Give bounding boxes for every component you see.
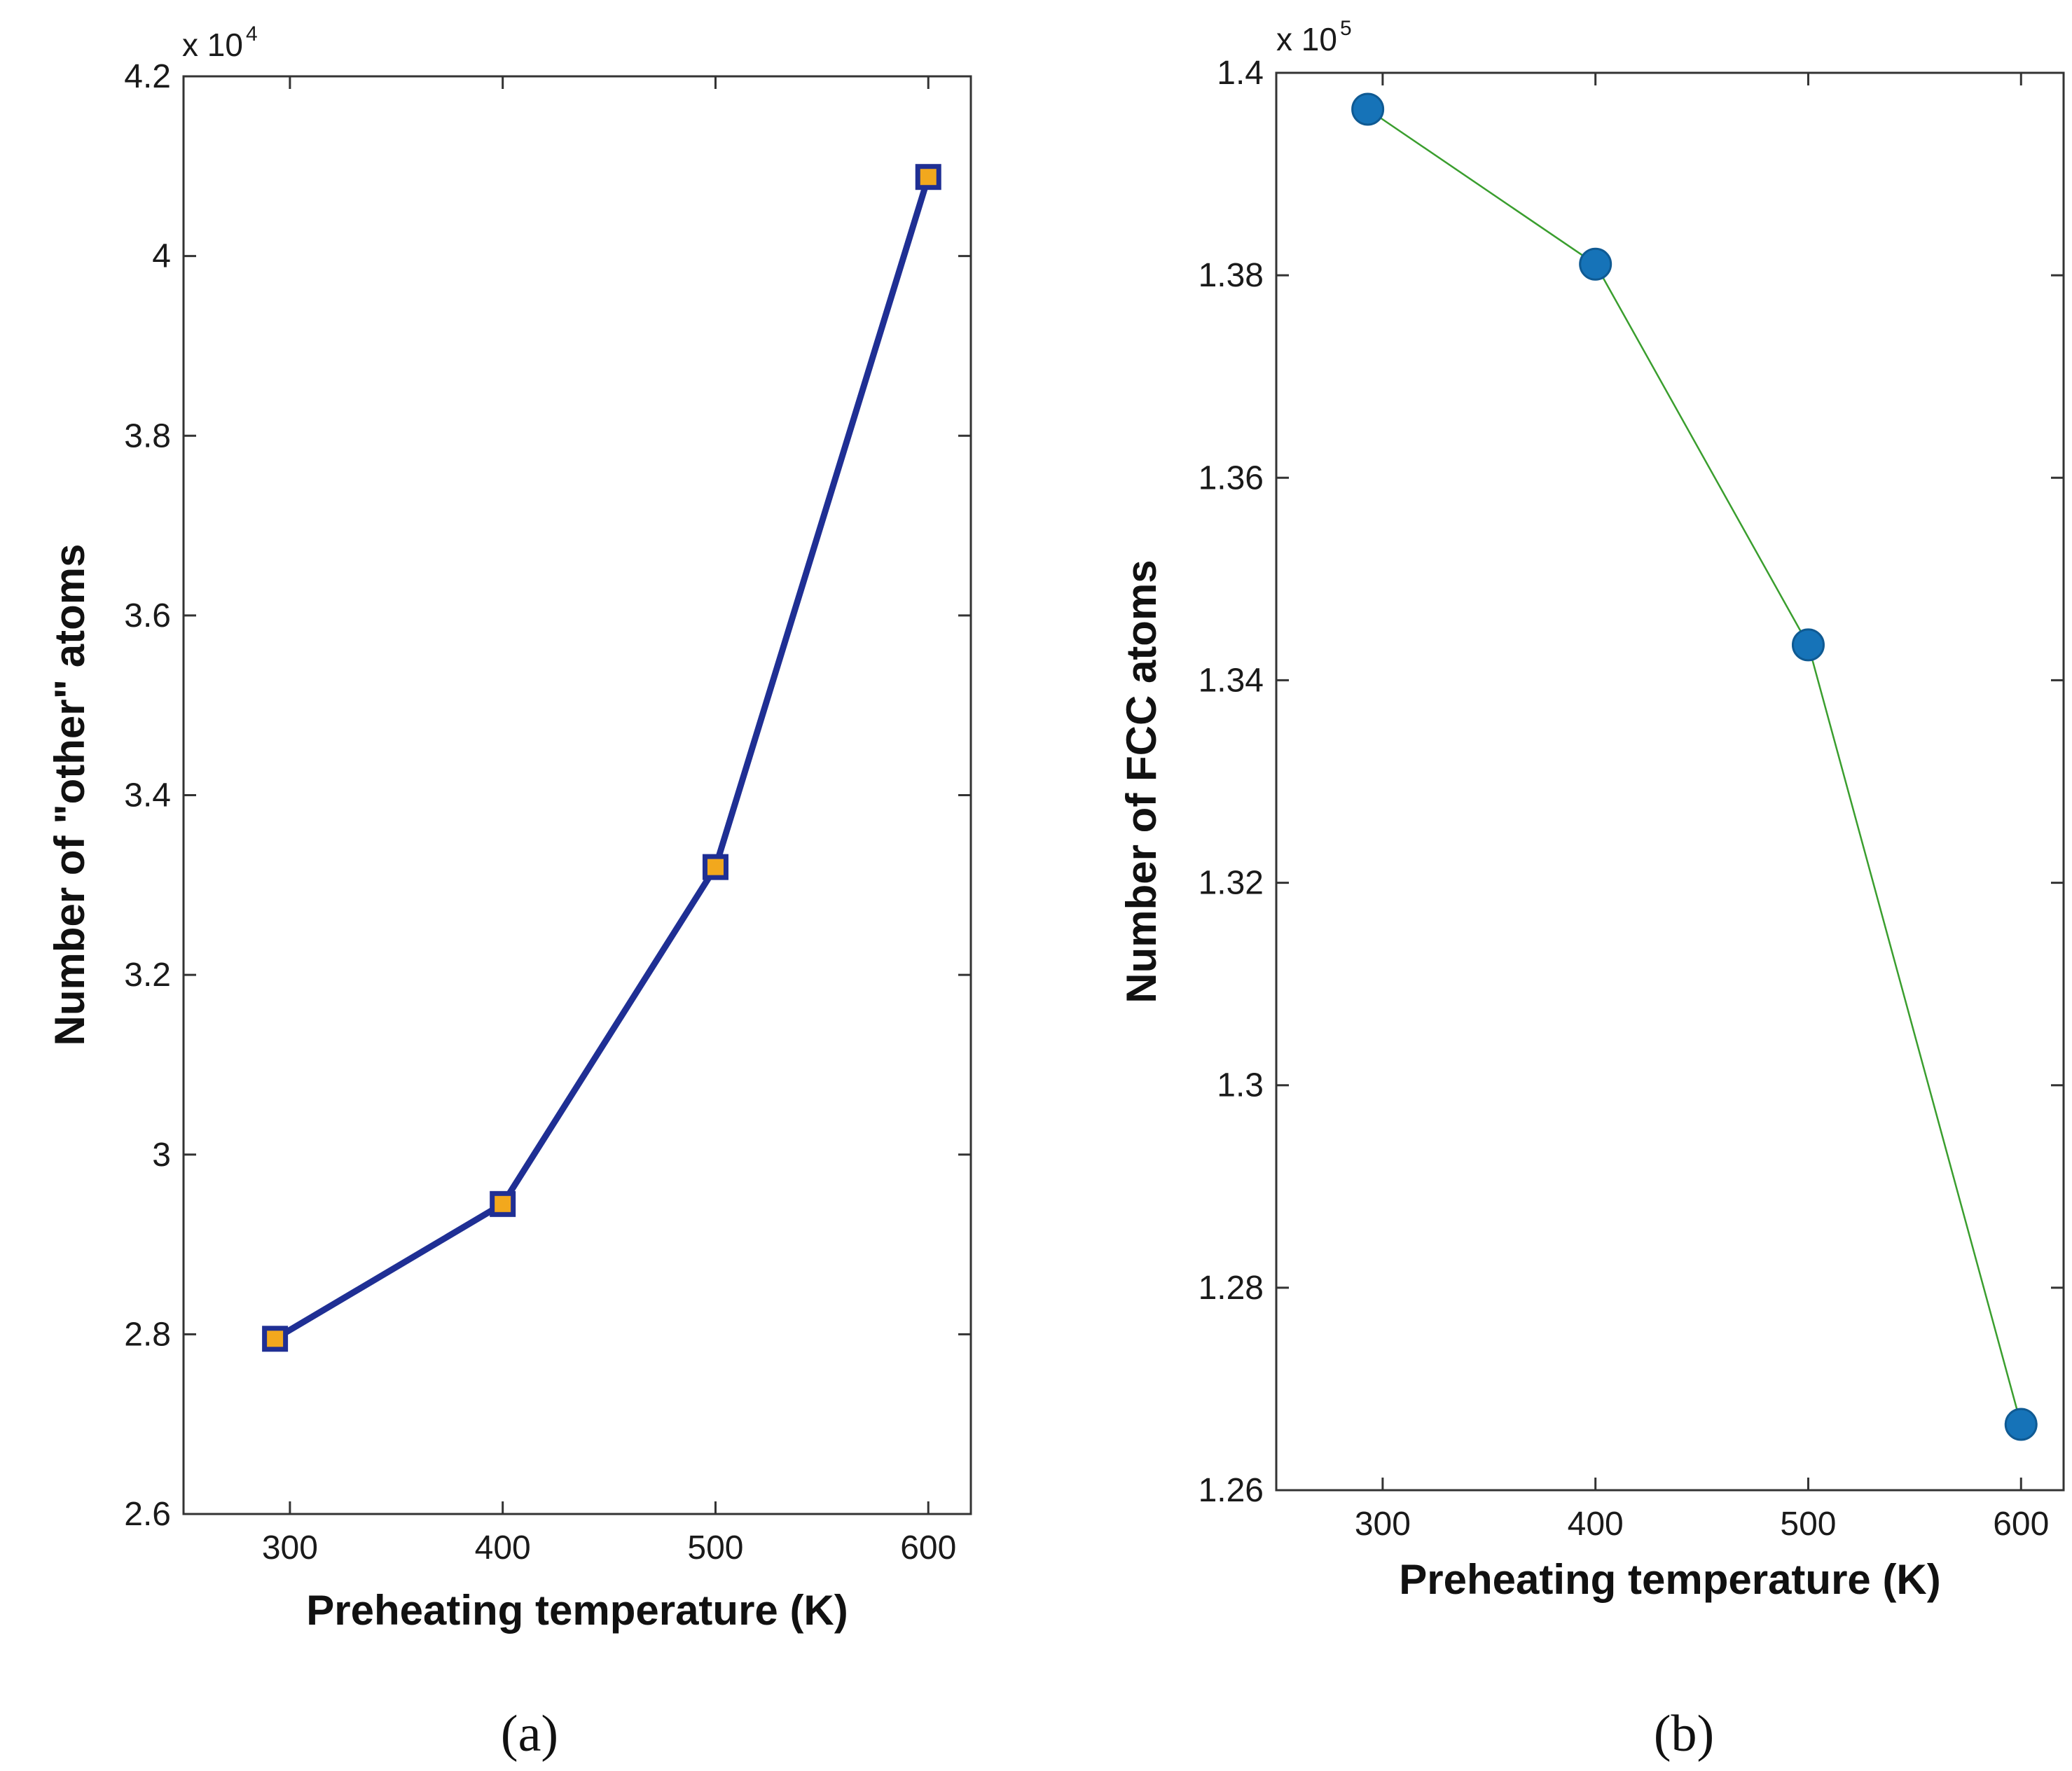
y-multiplier-exponent-b: 5 [1340,17,1352,40]
chart-panel-a: 2.6 2.8 3 3.2 3.4 3.6 3.8 4 4.2 300 400 500 600 x 1… [46,22,972,1763]
panel-label-b: (b) [1654,1705,1714,1763]
y-tick-label-b: 1.3 [1217,1067,1264,1104]
x-tick-label-b: 600 [1993,1506,2049,1543]
data-point-a [490,1190,516,1217]
x-tick-label-a: 500 [687,1529,743,1567]
series-b [1351,92,2038,1441]
panel-label-a: (a) [501,1705,558,1763]
y-tick-label-b: 1.38 [1199,257,1264,294]
data-point-a [262,1326,289,1352]
y-multiplier-exponent-a: 4 [246,22,258,46]
y-tick-label-a: 2.8 [124,1316,171,1353]
data-point-b [2004,1408,2038,1441]
x-tick-label-a: 600 [900,1529,956,1567]
y-axis-label-a: Number of "other" atoms [46,544,93,1046]
series-a [262,164,941,1352]
y-multiplier-a: x 10 4 [182,22,258,63]
data-point-b [1579,247,1612,281]
series-line-b [1367,108,2022,1425]
y-multiplier-base-a: x 10 [182,27,243,63]
plot-area-b [1275,71,2065,1492]
chart-panel-b: 1.26 1.28 1.3 1.32 1.34 1.36 1.38 1.4 300 400 500… [1118,17,2065,1763]
data-point-b [1351,92,1385,126]
y-tick-label-a: 3.8 [124,417,171,454]
data-point-b [1791,628,1825,662]
data-point-a [702,854,728,880]
series-line-a [273,176,932,1342]
y-tick-label-b: 1.28 [1199,1270,1264,1307]
y-ticks-a: 2.6 2.8 3 3.2 3.4 3.6 3.8 4 4.2 [124,58,971,1533]
x-axis-label-a: Preheating temperature (K) [306,1587,848,1634]
x-ticks-b: 300 400 500 600 [1355,73,2049,1543]
y-tick-label-b: 1.26 [1199,1472,1264,1509]
x-tick-label-a: 400 [475,1529,531,1567]
y-tick-label-b: 1.32 [1199,865,1264,902]
y-tick-label-b: 1.36 [1199,459,1264,496]
y-tick-label-a: 3.2 [124,957,171,994]
y-tick-label-a: 3 [152,1137,171,1174]
x-tick-label-a: 300 [262,1529,318,1567]
y-ticks-b: 1.26 1.28 1.3 1.32 1.34 1.36 1.38 1.4 [1199,55,2064,1509]
x-tick-label-b: 500 [1780,1506,1836,1543]
y-multiplier-base-b: x 10 [1276,21,1337,57]
data-point-a [915,164,941,190]
x-ticks-a: 300 400 500 600 [262,76,956,1567]
y-tick-label-a: 4 [152,238,171,275]
y-tick-label-b: 1.4 [1217,55,1264,92]
y-tick-label-b: 1.34 [1199,662,1264,699]
y-axis-label-b: Number of FCC atoms [1118,560,1165,1003]
y-tick-label-a: 4.2 [124,58,171,95]
y-tick-label-a: 3.4 [124,777,171,814]
plot-area-a [182,75,972,1515]
x-tick-label-b: 300 [1355,1506,1411,1543]
y-tick-label-a: 2.6 [124,1496,171,1533]
x-axis-label-b: Preheating temperature (K) [1399,1556,1941,1603]
x-tick-label-b: 400 [1568,1506,1624,1543]
y-multiplier-b: x 10 5 [1276,17,1352,57]
y-tick-label-a: 3.6 [124,597,171,634]
